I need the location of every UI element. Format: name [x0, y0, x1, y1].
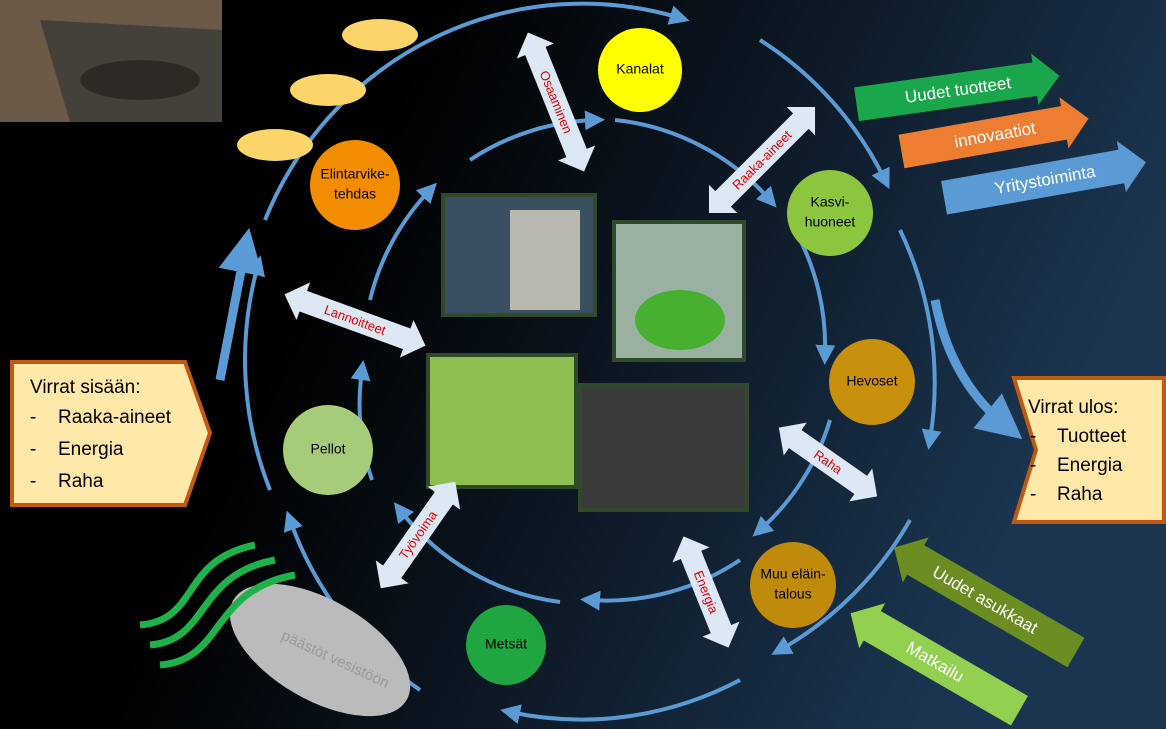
node-label: Hevoset — [846, 373, 897, 389]
box-item: - — [30, 407, 36, 428]
node-label: tehdas — [334, 186, 376, 202]
box-item: Energia — [1057, 455, 1123, 476]
box-item: - — [30, 471, 36, 492]
node-label: Pellot — [310, 441, 345, 457]
box-item: Raaka-aineet — [58, 407, 172, 428]
node-label: Muu eläin- — [760, 566, 826, 582]
box-item: Raha — [58, 471, 104, 492]
node-label: Metsät — [485, 636, 527, 652]
box-title: Virrat ulos: — [1028, 397, 1118, 418]
photo-corner — [0, 0, 222, 122]
node-label: talous — [774, 586, 811, 602]
node-label: Elintarvike- — [320, 166, 390, 182]
box-item: - — [1030, 484, 1036, 505]
box-item: - — [1030, 455, 1036, 476]
outputs-box: Virrat ulos: -Tuotteet -Energia -Raha — [1014, 378, 1164, 522]
box-item: Raha — [1057, 484, 1103, 505]
box-item: - — [1030, 426, 1036, 447]
box-title: Virrat sisään: — [30, 377, 141, 398]
inputs-box: Virrat sisään: - Raaka-aineet - Energia - R… — [12, 362, 210, 505]
node-label: Kasvi- — [811, 194, 850, 210]
box-item: Tuotteet — [1057, 426, 1127, 447]
box-item: Energia — [58, 439, 124, 460]
box-item: - — [30, 439, 36, 460]
node-label: huoneet — [805, 214, 856, 230]
diagram: päästöt vesistöön KanalatElintarvike-teh… — [0, 0, 1166, 729]
node-label: Kanalat — [616, 61, 664, 77]
